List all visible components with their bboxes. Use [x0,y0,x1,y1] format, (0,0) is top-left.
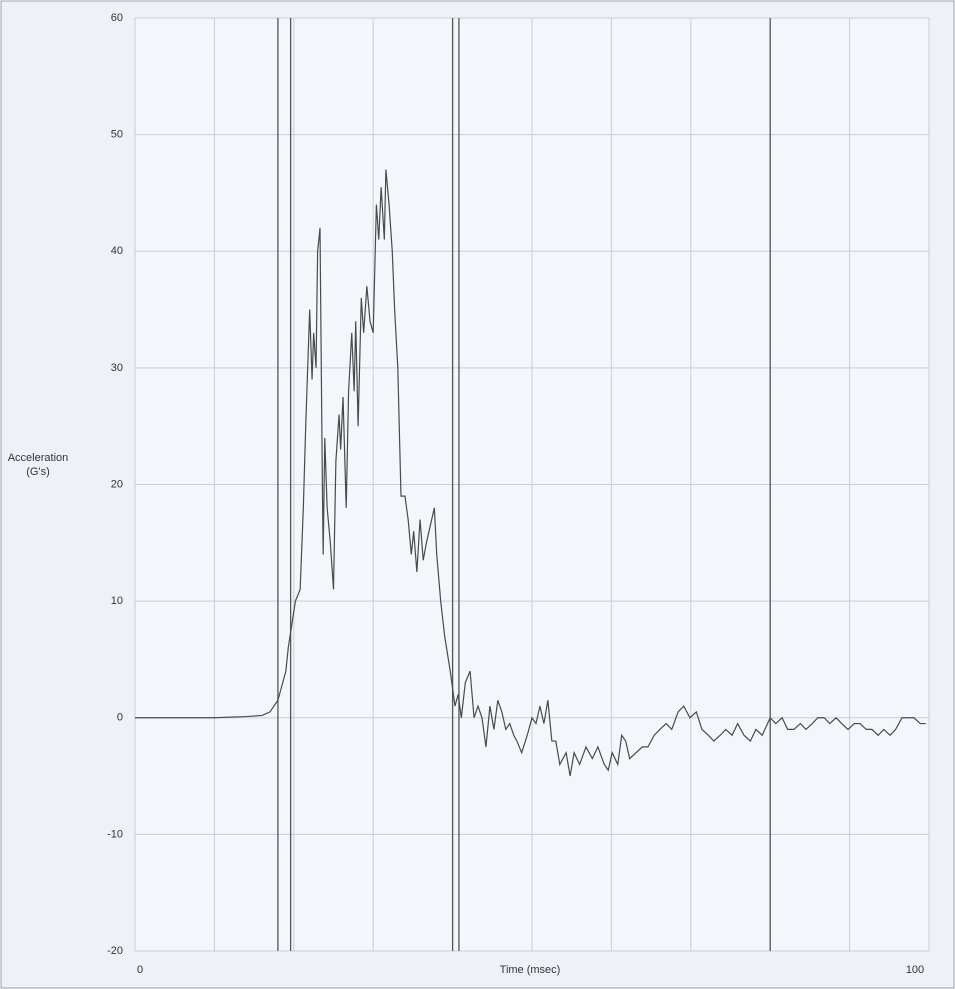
y-tick-label: 20 [111,478,123,490]
y-axis-label: Acceleration [8,452,69,464]
y-axis-label: (G's) [26,466,49,478]
y-tick-label: 50 [111,129,123,141]
y-tick-label: 0 [117,712,123,724]
y-tick-label: 40 [111,245,123,257]
y-tick-label: -10 [107,828,123,840]
y-tick-label: -20 [107,945,123,957]
x-axis-label: Time (msec) [500,964,561,976]
data-line [135,169,926,777]
x-tick-label: 0 [137,964,143,976]
y-tick-label: 60 [111,12,123,24]
x-tick-label: 100 [906,964,924,976]
y-tick-label: 10 [111,595,123,607]
y-tick-label: 30 [111,362,123,374]
